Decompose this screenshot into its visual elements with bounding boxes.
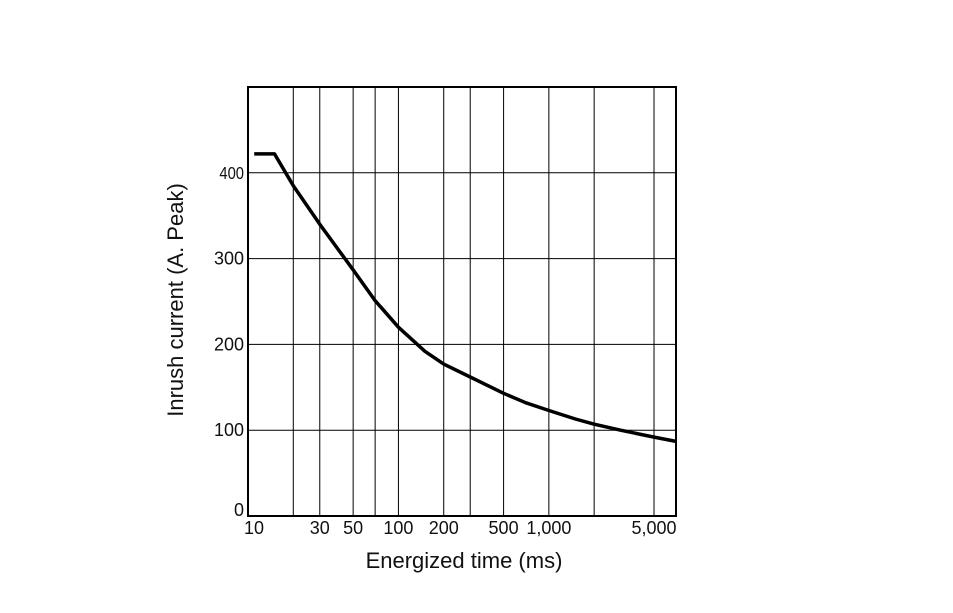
y-axis-title: Inrush current (A. Peak): [163, 183, 188, 417]
x-tick-label: 50: [343, 518, 363, 538]
y-tick-label: 300: [214, 249, 244, 269]
x-tick-label: 500: [489, 518, 519, 538]
grid-layer: [248, 87, 676, 516]
x-tick-label: 10: [244, 518, 264, 538]
y-tick-label: 100: [214, 420, 244, 440]
tick-layer: 10 30 50 100 200 500 1,000 5,000 0 100 200 300 400: [214, 163, 677, 538]
x-axis-title: Energized time (ms): [366, 548, 563, 573]
y-tick-label: 0: [234, 500, 244, 520]
y-tick-label: 200: [214, 334, 244, 354]
x-tick-label: 1,000: [526, 518, 571, 538]
plot-frame: [247, 86, 677, 517]
y-tick-label: 400: [219, 163, 244, 183]
x-tick-label: 30: [310, 518, 330, 538]
x-tick-label: 5,000: [631, 518, 676, 538]
x-tick-label: 100: [383, 518, 413, 538]
x-tick-label: 200: [429, 518, 459, 538]
series-line: [254, 152, 677, 444]
series-layer: [254, 152, 677, 444]
